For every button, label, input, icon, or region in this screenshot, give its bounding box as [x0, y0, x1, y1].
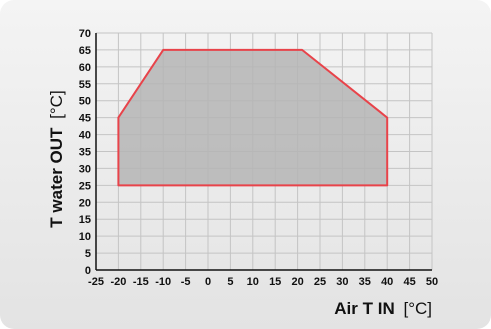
- x-tick-label: 40: [381, 276, 393, 288]
- y-tick-label: 15: [79, 214, 91, 226]
- x-tick-label: 25: [314, 276, 326, 288]
- y-axis-label-unit: [°C]: [47, 90, 66, 119]
- x-axis-label-unit: [°C]: [403, 299, 432, 318]
- y-axis-label: T water OUT [°C]: [47, 90, 66, 227]
- y-axis-label-main: T water OUT: [47, 127, 66, 228]
- y-tick-label: 25: [79, 180, 91, 192]
- y-tick-label: 30: [79, 163, 91, 175]
- y-tick-label: 0: [85, 265, 91, 277]
- axes: [95, 33, 432, 271]
- x-tick-label: 20: [291, 276, 303, 288]
- y-tick-label: 65: [79, 45, 91, 57]
- x-axis-label-main: Air T IN: [334, 299, 394, 318]
- x-tick-label: 45: [403, 276, 415, 288]
- x-tick-label: 35: [359, 276, 371, 288]
- y-tick-label: 35: [79, 147, 91, 159]
- x-axis-label: Air T IN [°C]: [334, 299, 432, 318]
- x-tick-label: 0: [205, 276, 211, 288]
- operating-envelope-area: [117, 48, 389, 187]
- y-tick-label: 40: [79, 130, 91, 142]
- x-tick-label: 5: [227, 276, 233, 288]
- x-tick-label: 30: [336, 276, 348, 288]
- y-tick-label: 45: [79, 113, 91, 125]
- x-tick-label: -5: [181, 276, 191, 288]
- x-tick-label: 15: [269, 276, 281, 288]
- x-tick-label: 50: [426, 276, 438, 288]
- y-tick-label: 70: [79, 28, 91, 40]
- x-tick-labels: -25 -20 -15 -10 -5 0 5 10 15 20 25 30 35 40 45 50: [88, 276, 438, 288]
- x-tick-label: -15: [133, 276, 149, 288]
- x-tick-label: -25: [88, 276, 104, 288]
- x-tick-label: -10: [155, 276, 171, 288]
- y-tick-label: 10: [79, 231, 91, 243]
- y-tick-labels: 0 5 10 15 20 25 30 35 40 45 50 55 60 65 70: [79, 28, 91, 277]
- y-tick-label: 20: [79, 197, 91, 209]
- x-tick-label: -20: [110, 276, 126, 288]
- y-tick-label: 50: [79, 96, 91, 108]
- y-tick-label: 5: [85, 248, 91, 260]
- y-tick-label: 60: [79, 62, 91, 74]
- x-tick-label: 10: [247, 276, 259, 288]
- y-tick-label: 55: [79, 79, 91, 91]
